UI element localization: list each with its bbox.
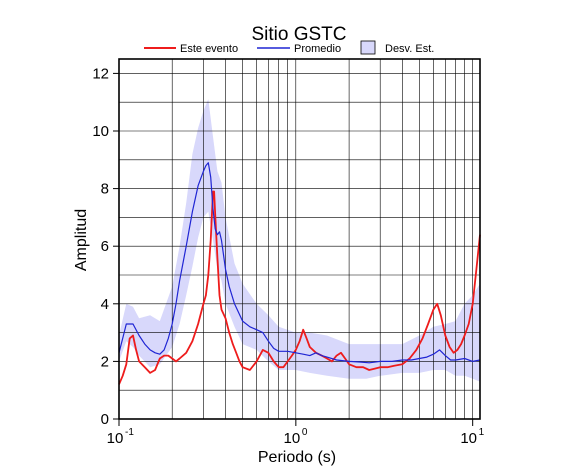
legend-label-promedio: Promedio xyxy=(294,43,341,55)
chart-title: Sitio GSTC xyxy=(251,24,346,45)
y-tick-label-3: 6 xyxy=(101,238,109,255)
series-line-promedio xyxy=(118,162,481,364)
y-tick-label-0: 0 xyxy=(101,411,109,428)
legend-label-desv-est: Desv. Est. xyxy=(385,43,434,55)
legend-label-este-evento: Este evento xyxy=(180,43,238,55)
y-tick-label-1: 2 xyxy=(101,353,109,370)
y-tick-label-6: 12 xyxy=(92,65,109,82)
y-tick-label-2: 4 xyxy=(101,296,109,313)
x-tick-label-1: 10 xyxy=(283,430,300,447)
series-line-este-evento xyxy=(118,190,481,385)
y-tick-label-4: 8 xyxy=(101,181,109,198)
plot-frame xyxy=(118,58,481,420)
y-tick-label-5: 10 xyxy=(92,123,109,140)
legend: Este evento Promedio Desv. Est. xyxy=(144,40,434,55)
x-tick-exp-0: -1 xyxy=(125,427,134,438)
legend-swatch-desv-est xyxy=(360,40,376,55)
x-tick-exp-1: 0 xyxy=(302,427,308,438)
x-tick-label-0: 10 xyxy=(107,430,124,447)
x-tick-exp-2: 1 xyxy=(479,427,485,438)
series-layer xyxy=(118,162,481,385)
x-tick-label-2: 10 xyxy=(460,430,477,447)
y-axis-label: Amplitud xyxy=(73,209,90,271)
x-axis-label: Periodo (s) xyxy=(258,449,336,466)
